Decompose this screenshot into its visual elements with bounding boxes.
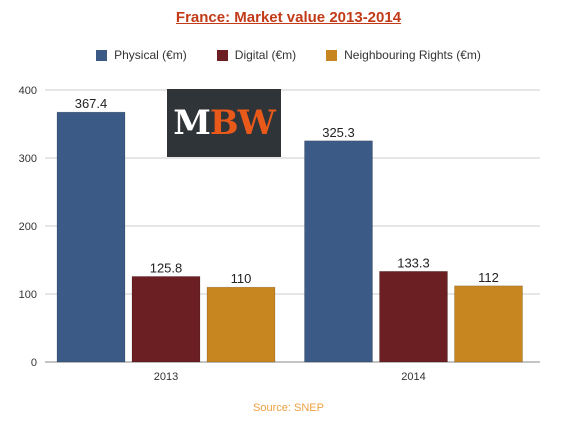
legend-label-digital: Digital (€m) <box>234 48 297 62</box>
y-tick-label: 100 <box>19 289 37 301</box>
chart-title: France: Market value 2013-2014 <box>175 9 402 26</box>
legend-item-physical: Physical (€m) <box>96 48 187 62</box>
legend: Physical (€m) Digital (€m) Neighbouring … <box>0 48 577 62</box>
y-tick-label: 0 <box>31 357 37 369</box>
bar-2013-0 <box>56 111 126 363</box>
data-label: 110 <box>231 271 252 286</box>
mbw-logo: M BW <box>167 89 281 157</box>
legend-swatch-physical <box>96 49 108 61</box>
bar-2014-1 <box>379 271 448 363</box>
legend-item-neighbouring: Neighbouring Rights (€m) <box>326 48 481 62</box>
logo-text-bw: BW <box>209 103 276 143</box>
bar-2013-2 <box>206 286 276 363</box>
legend-label-neighbouring: Neighbouring Rights (€m) <box>344 48 481 62</box>
legend-swatch-neighbouring <box>326 49 338 61</box>
bar-2014-2 <box>454 285 523 363</box>
legend-item-digital: Digital (€m) <box>216 48 297 62</box>
x-tick-label: 2014 <box>401 371 425 383</box>
bar-2013-1 <box>131 276 201 363</box>
bar-2014-0 <box>304 140 373 363</box>
legend-swatch-digital <box>216 49 228 61</box>
y-tick-label: 400 <box>19 85 37 97</box>
x-tick-label: 2013 <box>154 371 178 383</box>
source-note: Source: SNEP <box>253 402 324 414</box>
data-label: 325.3 <box>322 125 355 140</box>
y-tick-label: 200 <box>19 221 37 233</box>
logo-text-m: M <box>173 103 211 143</box>
data-label: 125.8 <box>150 260 183 275</box>
y-tick-label: 300 <box>19 153 37 165</box>
legend-label-physical: Physical (€m) <box>114 48 187 62</box>
data-label: 112 <box>478 270 499 285</box>
data-label: 133.3 <box>397 255 430 270</box>
data-label: 367.4 <box>75 96 108 111</box>
